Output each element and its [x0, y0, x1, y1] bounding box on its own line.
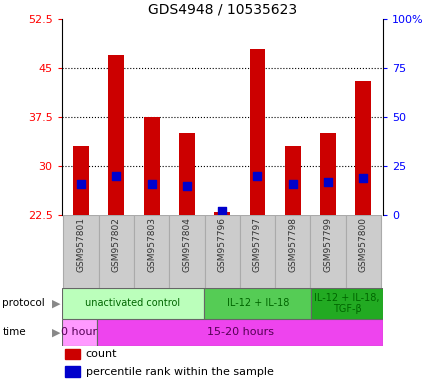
Text: GSM957804: GSM957804: [183, 217, 191, 272]
Text: GSM957802: GSM957802: [112, 217, 121, 272]
Text: unactivated control: unactivated control: [85, 298, 180, 308]
Text: GSM957797: GSM957797: [253, 217, 262, 272]
Text: IL-12 + IL-18,
TGF-β: IL-12 + IL-18, TGF-β: [314, 293, 380, 314]
Text: GSM957801: GSM957801: [77, 217, 85, 272]
Bar: [204, 288, 312, 319]
Point: [325, 179, 332, 185]
Bar: [312, 288, 383, 319]
Bar: [320, 134, 336, 215]
Bar: [108, 55, 124, 215]
Bar: [65, 366, 80, 377]
Text: ▶: ▶: [52, 298, 60, 308]
Bar: [169, 215, 205, 288]
Point: [77, 180, 84, 187]
Bar: [63, 215, 99, 288]
Bar: [240, 215, 275, 288]
Text: ▶: ▶: [52, 327, 60, 337]
Text: 0 hour: 0 hour: [62, 327, 98, 337]
Text: protocol: protocol: [2, 298, 45, 308]
Bar: [356, 81, 371, 215]
Text: GSM957796: GSM957796: [218, 217, 227, 272]
Bar: [62, 319, 97, 346]
Bar: [311, 215, 346, 288]
Bar: [62, 288, 204, 319]
Bar: [65, 349, 80, 359]
Bar: [73, 147, 89, 215]
Point: [113, 173, 120, 179]
Text: GSM957800: GSM957800: [359, 217, 368, 272]
Point: [148, 180, 155, 187]
Text: percentile rank within the sample: percentile rank within the sample: [86, 366, 274, 377]
Title: GDS4948 / 10535623: GDS4948 / 10535623: [148, 3, 297, 17]
Bar: [275, 215, 311, 288]
Bar: [97, 319, 383, 346]
Bar: [134, 215, 169, 288]
Bar: [249, 49, 265, 215]
Text: time: time: [2, 327, 26, 337]
Text: GSM957799: GSM957799: [323, 217, 333, 272]
Bar: [214, 212, 230, 215]
Text: IL-12 + IL-18: IL-12 + IL-18: [227, 298, 289, 308]
Bar: [205, 215, 240, 288]
Point: [289, 180, 296, 187]
Bar: [346, 215, 381, 288]
Point: [219, 208, 226, 214]
Bar: [285, 147, 301, 215]
Bar: [179, 134, 195, 215]
Text: GSM957803: GSM957803: [147, 217, 156, 272]
Point: [183, 183, 191, 189]
Bar: [144, 117, 160, 215]
Text: GSM957798: GSM957798: [288, 217, 297, 272]
Text: 15-20 hours: 15-20 hours: [206, 327, 274, 337]
Text: count: count: [86, 349, 117, 359]
Point: [254, 173, 261, 179]
Point: [360, 175, 367, 181]
Bar: [99, 215, 134, 288]
